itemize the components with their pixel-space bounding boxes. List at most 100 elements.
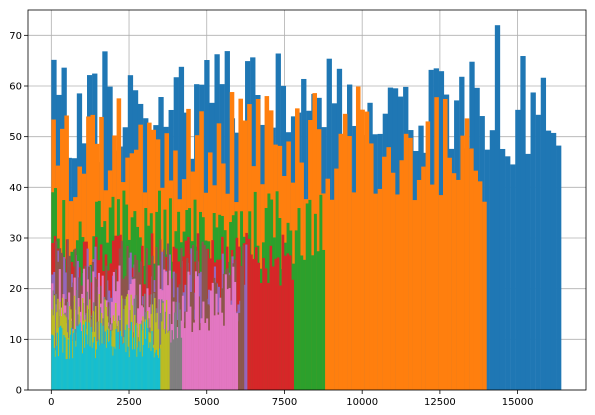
y-tick-label: 10 xyxy=(9,335,22,346)
histogram-bar xyxy=(140,324,142,390)
histogram-bar xyxy=(347,136,352,390)
histogram-bar xyxy=(154,297,156,390)
histogram-bar xyxy=(224,274,227,390)
histogram-bar xyxy=(62,352,64,390)
histogram-bar xyxy=(156,355,159,390)
histogram-bar xyxy=(175,301,177,390)
y-tick-label: 20 xyxy=(9,284,22,295)
histogram-bar xyxy=(132,337,135,390)
histogram-bar xyxy=(174,312,176,390)
histogram-bar xyxy=(85,321,87,390)
histogram-bar xyxy=(267,282,270,390)
histogram-bar xyxy=(103,296,106,390)
histogram-bar xyxy=(395,194,400,390)
histogram-bar xyxy=(294,230,298,390)
histogram-bar xyxy=(147,327,149,390)
histogram-bar xyxy=(122,344,124,390)
histogram-bar xyxy=(369,143,374,390)
histogram-bar xyxy=(211,282,214,390)
histogram-bar xyxy=(187,271,190,390)
histogram-bar xyxy=(91,347,93,390)
histogram-bar xyxy=(142,344,144,390)
histogram-bar xyxy=(338,133,344,390)
y-tick-label: 30 xyxy=(9,234,22,245)
histogram-bar xyxy=(76,325,78,390)
histogram-bar xyxy=(129,330,131,390)
histogram-bar xyxy=(288,255,292,390)
histogram-bar xyxy=(81,353,84,390)
histogram-bar xyxy=(128,357,130,390)
histogram-bar xyxy=(530,92,536,390)
histogram-bar xyxy=(134,349,136,390)
histogram-bar xyxy=(153,357,155,390)
histogram-bar xyxy=(126,324,128,390)
histogram-bar xyxy=(494,25,501,390)
histogram-bar xyxy=(55,294,57,390)
histogram-bar xyxy=(252,258,256,390)
histogram-bar xyxy=(53,295,56,390)
histogram-bar xyxy=(329,199,335,390)
histogram-bar xyxy=(192,245,195,390)
histogram-bar xyxy=(92,342,94,390)
histogram-bar xyxy=(168,331,170,390)
histogram-bar xyxy=(141,356,143,390)
histogram-bar xyxy=(89,299,91,390)
histogram-bar xyxy=(162,302,164,390)
histogram-bar xyxy=(180,247,183,390)
histogram-bar xyxy=(139,351,141,390)
y-tick-label: 70 xyxy=(9,31,22,42)
histogram-bar xyxy=(191,331,194,390)
histogram-bar xyxy=(505,156,511,390)
histogram-bar xyxy=(206,318,209,390)
histogram-bar xyxy=(316,251,320,390)
histogram-bar xyxy=(213,315,216,390)
histogram-bar xyxy=(60,325,62,390)
histogram-bar xyxy=(71,358,74,390)
histogram-bar xyxy=(308,199,312,390)
histogram-bar xyxy=(425,121,431,390)
histogram-bar xyxy=(297,208,301,390)
histogram-bar xyxy=(154,352,156,390)
histogram-bar xyxy=(137,347,139,390)
histogram-bar xyxy=(177,302,180,390)
histogram-bar xyxy=(240,266,243,390)
histogram-bar xyxy=(228,287,231,390)
histogram-bar xyxy=(159,348,161,390)
histogram-bar xyxy=(165,299,168,390)
histogram-bar xyxy=(99,345,101,390)
histogram-bar xyxy=(111,346,113,390)
histogram-bar xyxy=(202,301,205,390)
histogram-bar xyxy=(86,334,88,390)
histogram-bar xyxy=(57,356,60,390)
histogram-bar xyxy=(403,133,409,390)
histogram-bar xyxy=(80,331,82,390)
histogram-bar xyxy=(145,319,148,390)
histogram-bar xyxy=(151,129,156,391)
histogram-bar xyxy=(74,329,76,390)
histogram-bar xyxy=(421,166,426,390)
histogram-bar xyxy=(279,285,282,390)
histogram-bar xyxy=(193,322,196,390)
x-tick-label: 10000 xyxy=(346,397,378,408)
histogram-bar xyxy=(78,324,80,390)
histogram-bar xyxy=(51,334,53,390)
histogram-bar xyxy=(482,201,487,390)
histogram-bar xyxy=(550,132,557,390)
histogram-bar xyxy=(264,268,268,390)
histogram-bar xyxy=(83,347,86,390)
histogram-bar xyxy=(247,238,251,390)
histogram-bar xyxy=(155,349,158,390)
histogram-bar xyxy=(456,179,461,390)
histogram-bar xyxy=(70,327,73,390)
histogram-bar xyxy=(157,357,160,390)
histogram-bar xyxy=(77,326,79,390)
histogram-bar xyxy=(245,244,248,390)
histogram-bar xyxy=(412,200,418,390)
histogram-bar xyxy=(95,306,97,390)
x-tick-label: 12500 xyxy=(424,397,456,408)
histogram-bar xyxy=(56,332,59,390)
histogram-bar xyxy=(97,341,99,390)
histogram-bar xyxy=(262,257,265,390)
x-tick-label: 15000 xyxy=(502,397,534,408)
histogram-bar xyxy=(300,255,304,390)
